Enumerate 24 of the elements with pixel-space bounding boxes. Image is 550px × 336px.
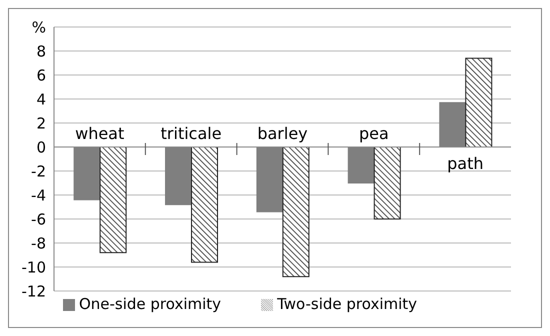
- y-tick-label: 2: [36, 114, 46, 132]
- y-tick-label: 0: [36, 138, 46, 156]
- x-tick-label: barley: [257, 124, 308, 143]
- x-tick-label: wheat: [75, 124, 124, 143]
- y-tick-label: -10: [22, 258, 46, 276]
- bar: [282, 146, 310, 278]
- bar: [100, 146, 127, 254]
- bar: [374, 146, 401, 220]
- y-tick-label: -2: [31, 162, 46, 180]
- y-tick-label: -12: [22, 282, 46, 300]
- y-tick-label: %: [32, 18, 46, 36]
- legend-label: One-side proximity: [78, 295, 222, 313]
- y-tick-label: 4: [36, 90, 46, 108]
- x-tick-label: triticale: [160, 124, 222, 143]
- y-tick-label: 8: [36, 42, 46, 60]
- y-tick-label: -8: [31, 234, 46, 252]
- x-tick-label: path: [447, 154, 484, 173]
- y-tick-label: -4: [31, 186, 46, 204]
- bar: [465, 58, 492, 148]
- x-tick-label: pea: [358, 124, 389, 143]
- y-tick-label: 6: [36, 66, 46, 84]
- legend-label: Two-side proximity: [277, 295, 418, 313]
- y-tick-label: -6: [31, 210, 46, 228]
- bar: [191, 146, 218, 263]
